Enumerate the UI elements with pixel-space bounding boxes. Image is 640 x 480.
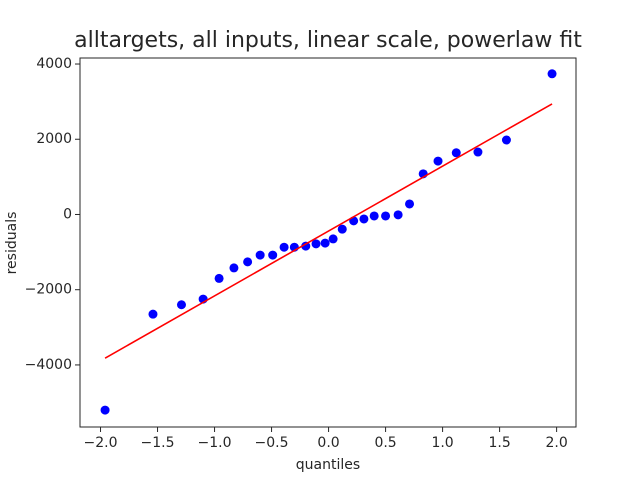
point <box>268 250 278 260</box>
point <box>501 135 511 145</box>
point <box>214 273 224 283</box>
y-tick-label: 2000 <box>36 131 72 147</box>
point <box>279 242 289 252</box>
x-tick-label: 2.0 <box>545 435 567 451</box>
point <box>311 239 321 249</box>
x-tick-label: −2.0 <box>84 435 118 451</box>
y-tick-label: 4000 <box>36 56 72 72</box>
point <box>100 405 110 415</box>
x-tick-label: 0.5 <box>374 435 396 451</box>
point <box>381 211 391 221</box>
y-axis-label: residuals <box>4 212 20 275</box>
point <box>148 309 158 319</box>
fit-line <box>104 103 553 359</box>
point <box>243 257 253 267</box>
point <box>393 210 403 220</box>
x-tick-label: 1.5 <box>488 435 510 451</box>
x-tick-label: 0.0 <box>317 435 339 451</box>
x-tick-label: −1.0 <box>198 435 232 451</box>
point <box>405 199 415 209</box>
point <box>255 250 265 260</box>
point <box>369 211 379 221</box>
point <box>301 241 311 251</box>
x-tick-label: −1.5 <box>141 435 175 451</box>
y-tick-label: 0 <box>63 206 72 222</box>
chart-title: alltargets, all inputs, linear scale, po… <box>74 28 582 53</box>
point <box>473 147 483 157</box>
point <box>328 234 338 244</box>
y-tick-label: −2000 <box>25 282 72 298</box>
x-tick-label: 1.0 <box>431 435 453 451</box>
point <box>176 300 186 310</box>
point <box>229 263 239 273</box>
point <box>451 148 461 158</box>
point <box>359 214 369 224</box>
point <box>320 238 330 248</box>
point <box>433 156 443 166</box>
x-tick-label: −0.5 <box>255 435 289 451</box>
point <box>337 224 347 234</box>
plot-frame <box>79 57 577 428</box>
point <box>547 69 557 79</box>
y-tick-label: −4000 <box>25 357 72 373</box>
x-axis-label: quantiles <box>296 457 360 473</box>
